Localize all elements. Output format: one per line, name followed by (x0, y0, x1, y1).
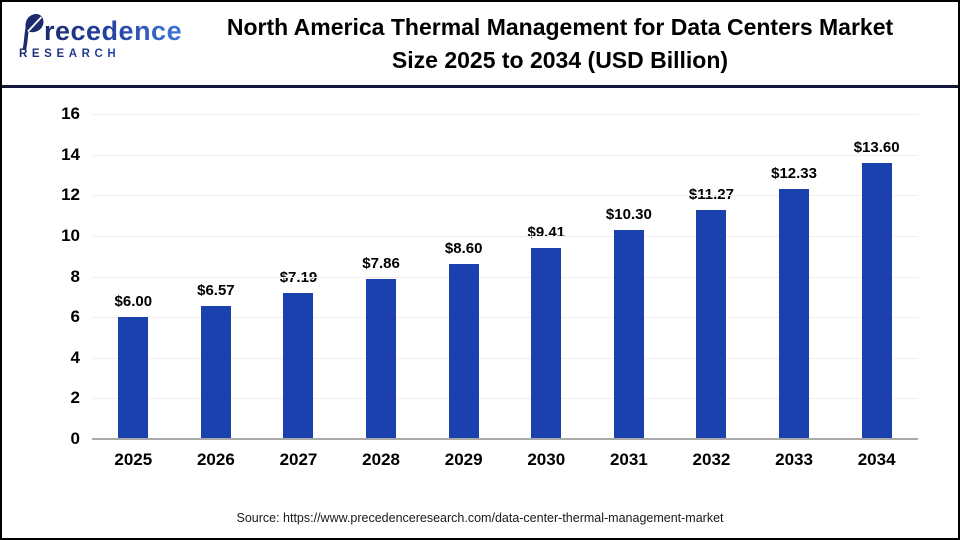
gridline-6 (92, 317, 918, 319)
logo-subtitle: RESEARCH (18, 48, 182, 60)
bar-2033 (779, 188, 810, 439)
header: recedence RESEARCH North America Thermal… (2, 2, 958, 88)
bar-2026 (200, 305, 231, 439)
value-label-2034: $13.60 (853, 138, 900, 156)
x-tick-label-2027: 2027 (279, 450, 318, 469)
bar-2027 (283, 292, 314, 439)
logo-wordmark: recedence (44, 13, 182, 50)
bar-2028 (366, 279, 397, 439)
y-tick-label-6: 6 (70, 307, 80, 327)
y-tick-label-12: 12 (61, 185, 80, 205)
bar-2031 (613, 229, 644, 439)
chart-title: North America Thermal Management for Dat… (182, 11, 938, 77)
y-tick-label-14: 14 (61, 144, 80, 164)
y-tick-label-10: 10 (61, 225, 80, 245)
x-tick-label-2029: 2029 (444, 450, 483, 469)
gridline-14 (92, 154, 918, 156)
y-tick-label-8: 8 (70, 266, 80, 286)
gridline-12 (92, 195, 918, 197)
x-tick-label-2025: 2025 (114, 450, 153, 469)
y-tick-label-16: 16 (61, 104, 80, 123)
y-tick-label-0: 0 (70, 429, 80, 448)
bar-2032 (696, 210, 727, 439)
bar-2029 (448, 264, 479, 439)
bar-group-2025: $6.00 2025 (92, 114, 175, 469)
value-label-2032: $11.27 (688, 186, 734, 204)
bar-group-2033: $12.33 2033 (753, 114, 836, 469)
bars-container: $6.00 2025 $6.57 2026 $7.19 2027 $7.86 2028 $8.6… (92, 114, 918, 469)
value-label-2029: $8.60 (444, 240, 483, 258)
precedence-research-logo: recedence RESEARCH (18, 13, 182, 60)
value-label-2025: $6.00 (114, 293, 153, 311)
x-tick-label-2031: 2031 (609, 450, 648, 469)
y-axis: 0 2 4 6 8 10 12 14 16 (36, 104, 80, 448)
bar-2034 (861, 162, 892, 439)
gridline-10 (92, 235, 918, 237)
y-tick-label-4: 4 (70, 347, 80, 367)
gridline-2 (92, 398, 918, 400)
bar-group-2026: $6.57 2026 (175, 114, 258, 469)
bar-group-2028: $7.86 2028 (340, 114, 423, 469)
value-label-2033: $12.33 (771, 164, 817, 182)
plot-area: $6.00 2025 $6.57 2026 $7.19 2027 $7.86 2028 $8.6… (92, 114, 918, 469)
bar-2025 (118, 317, 149, 439)
bar-group-2032: $11.27 2032 (670, 114, 753, 469)
bar-group-2031: $10.30 2031 (588, 114, 671, 469)
x-tick-label-2030: 2030 (527, 450, 566, 469)
value-label-2028: $7.86 (362, 255, 400, 273)
x-tick-label-2026: 2026 (196, 450, 235, 469)
bar-2030 (531, 247, 562, 439)
gridline-16 (92, 114, 918, 115)
x-tick-label-2032: 2032 (692, 450, 731, 469)
gridline-4 (92, 357, 918, 359)
source-text: Source: https://www.precedenceresearch.c… (236, 511, 724, 525)
value-label-2030: $9.41 (527, 223, 566, 241)
value-label-2031: $10.30 (605, 205, 652, 223)
chart-title-line2: Size 2025 to 2034 (USD Billion) (391, 47, 729, 73)
bar-group-2029: $8.60 2029 (422, 114, 505, 469)
value-label-2026: $6.57 (197, 281, 235, 299)
bar-group-2034: $13.60 2034 (835, 114, 918, 469)
gridline-8 (92, 276, 918, 278)
x-tick-label-2034: 2034 (857, 450, 896, 469)
leaf-p-icon (22, 14, 44, 50)
x-tick-label-2028: 2028 (362, 450, 400, 469)
x-axis-baseline (92, 438, 918, 440)
chart-title-line1: North America Thermal Management for Dat… (226, 14, 894, 40)
x-tick-label-2033: 2033 (775, 450, 813, 469)
y-tick-label-2: 2 (70, 388, 80, 408)
